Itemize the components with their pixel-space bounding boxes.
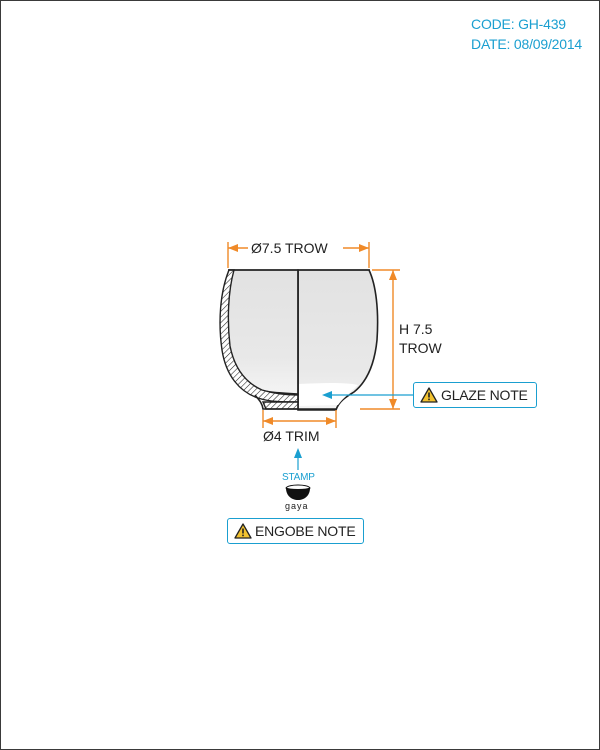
glaze-note-label: GLAZE NOTE: [441, 387, 528, 403]
title-block: CODE: GH-439 DATE: 08/09/2014: [471, 14, 582, 54]
top-diameter-dimension: [227, 242, 370, 268]
engobe-note-label: ENGOBE NOTE: [255, 523, 356, 539]
foot-outline: [254, 394, 336, 410]
engobe-note[interactable]: ENGOBE NOTE: [227, 518, 365, 544]
foot-diameter-label: Ø4 TRIM: [263, 428, 320, 444]
stamp-leader: [294, 448, 302, 470]
stamp-mark-text: gaya: [285, 501, 309, 511]
foot-diameter-dimension: [262, 410, 337, 428]
foot-section-hatch: [261, 401, 299, 410]
warning-triangle-icon: [420, 387, 438, 403]
drawing-date: DATE: 08/09/2014: [471, 36, 582, 52]
height-label-line1: H 7.5: [399, 321, 433, 337]
product-code: CODE: GH-439: [471, 16, 566, 32]
stamp-label: STAMP: [282, 472, 315, 483]
bowl-stamp-icon: [285, 484, 311, 500]
glaze-leader: [322, 391, 413, 399]
cup-exterior: [297, 269, 379, 411]
glaze-note[interactable]: GLAZE NOTE: [413, 382, 537, 408]
warning-triangle-icon: [234, 523, 252, 539]
top-diameter-label: Ø7.5 TROW: [251, 240, 329, 256]
height-dimension: [360, 269, 400, 410]
height-label-line2: TROW: [399, 340, 443, 356]
